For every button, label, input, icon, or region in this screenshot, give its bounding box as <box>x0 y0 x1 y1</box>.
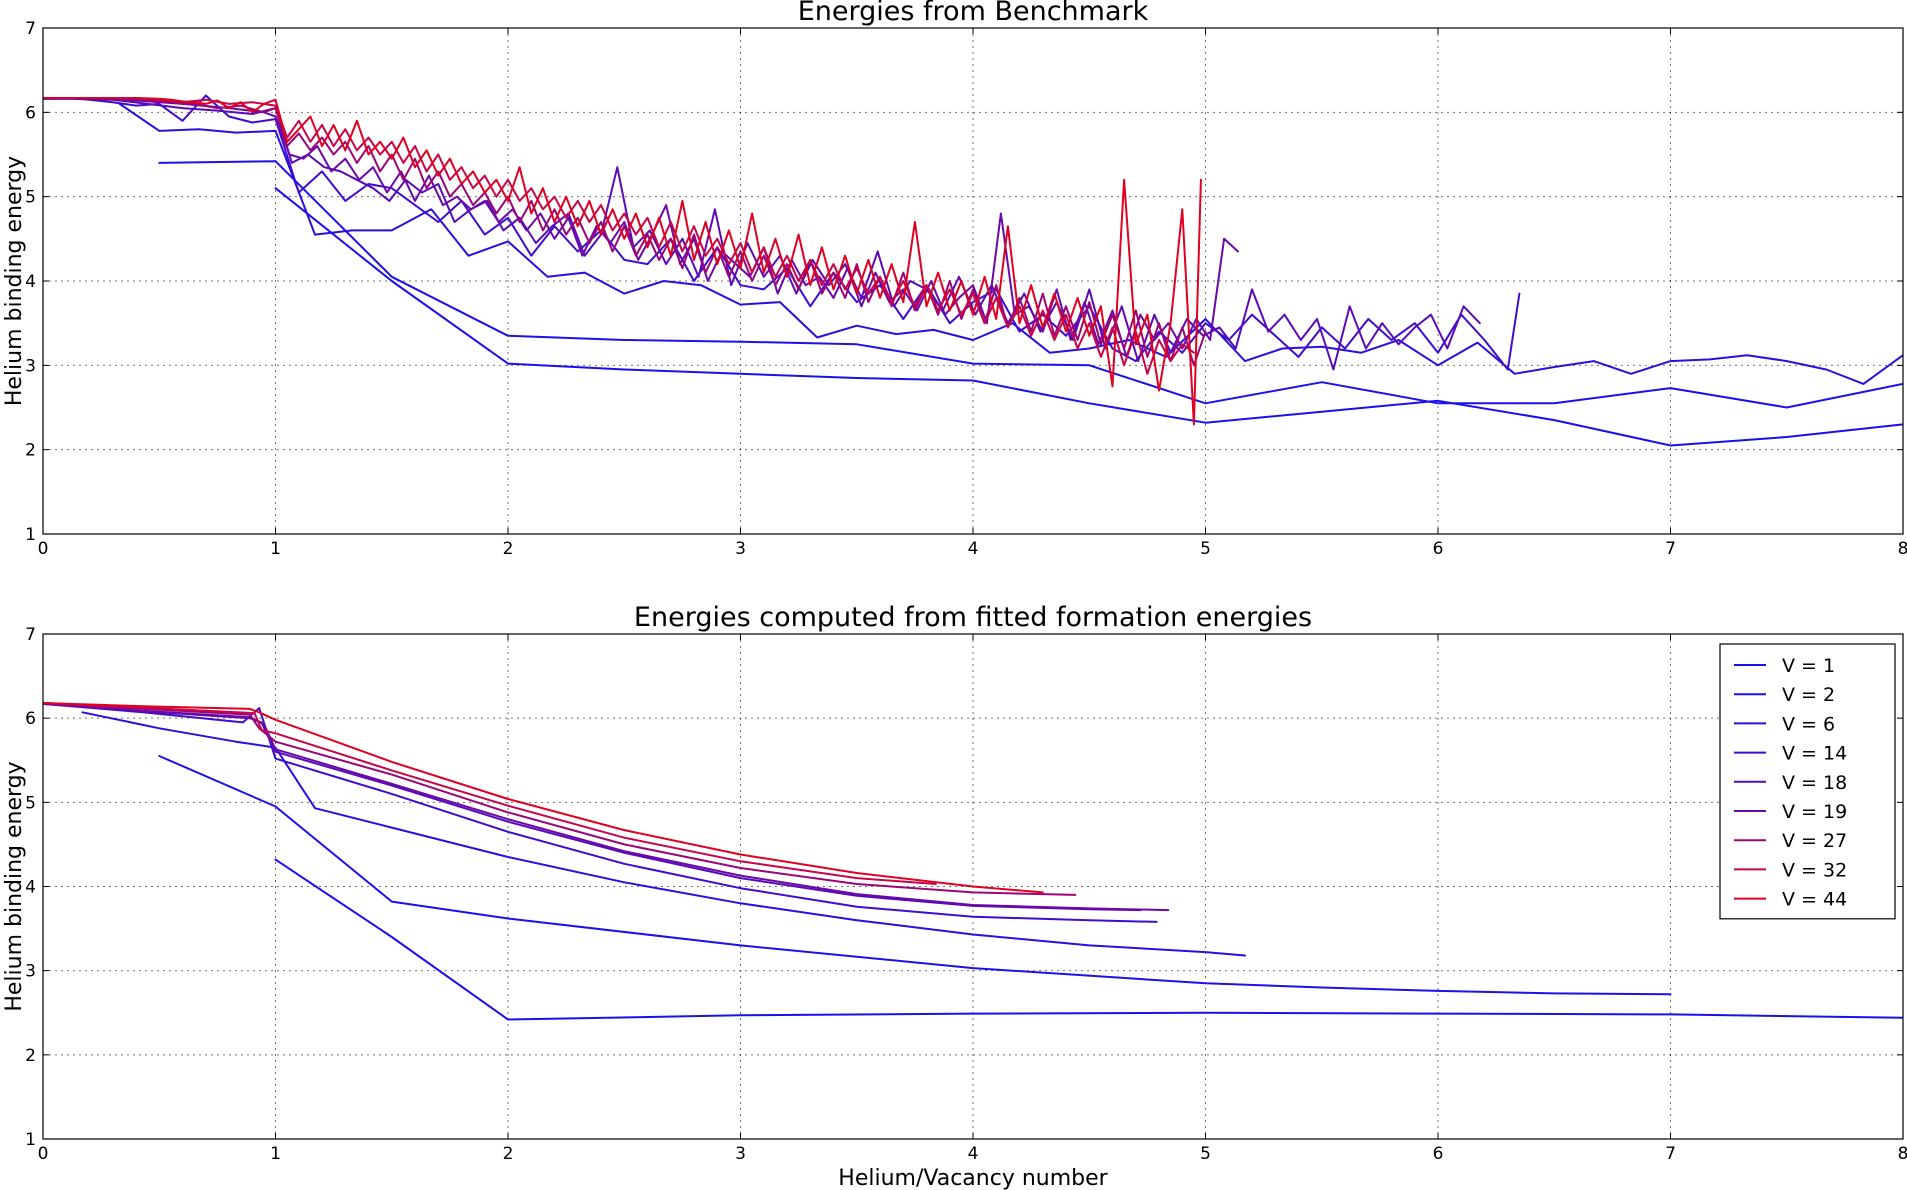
series-line-2 <box>158 160 1903 409</box>
legend-entry: V = 6 <box>1782 713 1835 735</box>
legend-entry: V = 1 <box>1782 655 1835 677</box>
y-tick-label: 1 <box>25 525 36 545</box>
legend: V = 1 V = 2 V = 6 V = 14 V = 18 V = 19 V = 27 V… <box>1719 643 1896 920</box>
x-tick-label: 4 <box>968 1144 979 1164</box>
series-line-5 <box>43 97 1481 371</box>
x-tick-label: 6 <box>1433 539 1444 559</box>
series-line-4 <box>43 94 1521 371</box>
y-tick-label: 6 <box>25 709 36 729</box>
legend-entry: V = 44 <box>1782 889 1847 911</box>
y-tick-label: 2 <box>25 441 36 461</box>
chart-title: Energies computed from fitted formation … <box>634 602 1312 633</box>
x-tick-label: 8 <box>1898 1144 1907 1164</box>
x-tick-label: 0 <box>38 1144 49 1164</box>
y-tick-label: 3 <box>25 356 36 376</box>
x-tick-label: 5 <box>1200 539 1211 559</box>
x-tick-label: 7 <box>1665 539 1676 559</box>
x-tick-label: 1 <box>270 539 281 559</box>
series-line-7 <box>43 702 1077 896</box>
legend-entry: V = 2 <box>1782 684 1835 706</box>
x-tick-label: 1 <box>270 1144 281 1164</box>
series-line-4 <box>43 702 1158 923</box>
x-tick-label: 2 <box>503 1144 514 1164</box>
grid <box>42 27 1904 535</box>
series-line-7 <box>43 97 1207 367</box>
y-tick-label: 7 <box>25 19 36 39</box>
x-tick-label: 3 <box>735 1144 746 1164</box>
x-tick-label: 8 <box>1898 539 1907 559</box>
x-tick-label: 0 <box>38 539 49 559</box>
series-line-2 <box>158 755 1672 996</box>
legend-entry: V = 27 <box>1782 830 1847 852</box>
x-tick-label: 3 <box>735 539 746 559</box>
series-line-6 <box>43 702 1170 912</box>
x-axis-label: Helium/Vacancy number <box>838 1166 1108 1190</box>
series-line-1 <box>274 187 1903 447</box>
x-tick-label: 5 <box>1200 1144 1211 1164</box>
series-line-5 <box>43 702 1142 912</box>
series-line-9 <box>43 97 1202 426</box>
legend-entry: V = 14 <box>1782 743 1847 765</box>
x-tick-label: 6 <box>1433 1144 1444 1164</box>
legend-entry: V = 18 <box>1782 772 1847 794</box>
series-group <box>43 94 1903 447</box>
chart-title: Energies from Benchmark <box>798 0 1149 27</box>
y-tick-label: 1 <box>25 1130 36 1150</box>
y-tick-label: 5 <box>25 188 36 208</box>
series-line-3 <box>118 102 1903 385</box>
series-group <box>43 702 1903 1021</box>
legend-entry: V = 19 <box>1782 801 1847 823</box>
y-tick-label: 3 <box>25 962 36 982</box>
y-axis-label: Helium binding energy <box>2 761 27 1011</box>
series-line-3 <box>81 711 1246 957</box>
y-tick-label: 7 <box>25 625 36 645</box>
y-tick-label: 2 <box>25 1046 36 1066</box>
x-tick-label: 4 <box>968 539 979 559</box>
x-tick-label: 2 <box>503 539 514 559</box>
y-tick-label: 4 <box>25 272 36 292</box>
series-line-9 <box>43 702 1044 894</box>
series-line-1 <box>274 858 1903 1021</box>
legend-entry: V = 32 <box>1782 859 1847 881</box>
x-tick-label: 7 <box>1665 1144 1676 1164</box>
series-line-8 <box>43 97 1195 375</box>
y-tick-label: 4 <box>25 878 36 898</box>
y-tick-label: 6 <box>25 103 36 123</box>
y-tick-label: 5 <box>25 793 36 813</box>
series-line-8 <box>43 702 937 885</box>
y-axis-label: Helium binding energy <box>2 156 27 406</box>
